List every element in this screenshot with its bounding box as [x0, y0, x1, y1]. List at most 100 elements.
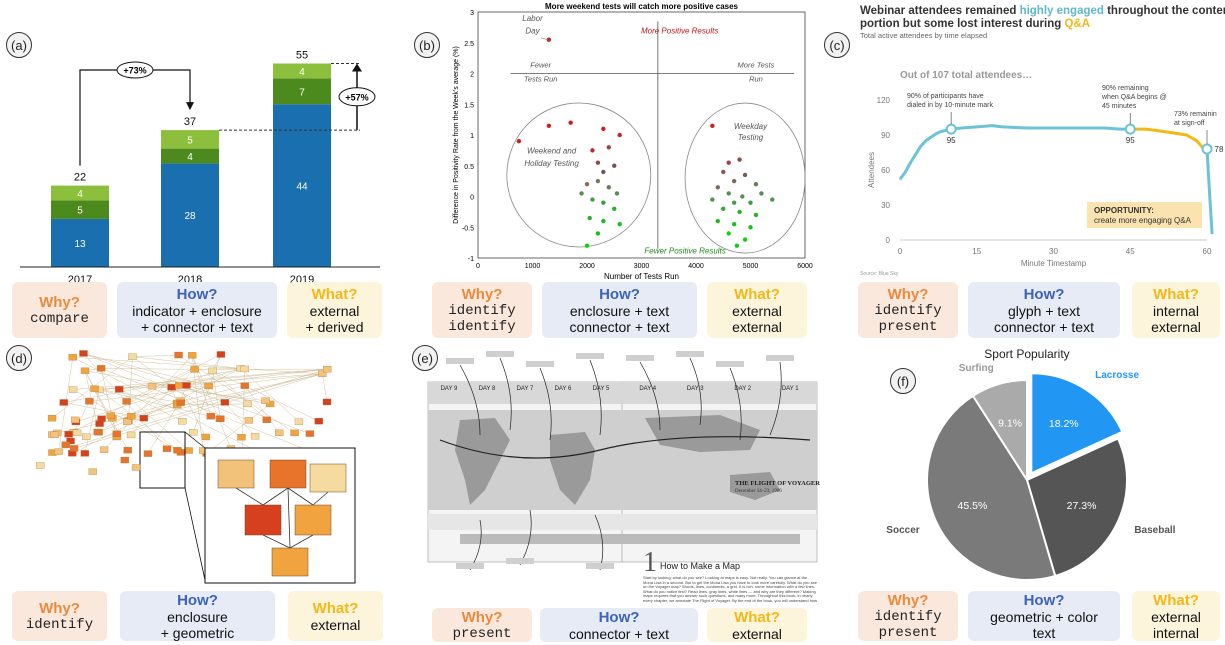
why-box-d: Why? identify	[12, 591, 107, 641]
data-point	[721, 206, 726, 211]
chart-subtitle: Total active attendees by time elapsed	[860, 31, 987, 40]
graph-node	[240, 382, 249, 389]
how-box-f: How? geometric + color text	[968, 591, 1120, 641]
how-title: How?	[598, 608, 640, 626]
annotation-text-block	[626, 355, 654, 361]
graph-node	[72, 429, 82, 437]
annotation-text-block	[676, 351, 704, 357]
y-tick-label: 90	[881, 131, 890, 140]
x-tick-label: 4000	[688, 263, 704, 270]
how-text: enclosure + text connector + text	[569, 302, 670, 335]
graph-node	[188, 352, 197, 359]
enclosure-weekend	[506, 102, 652, 248]
enclosure-rect	[139, 431, 186, 489]
chapter-text: Start by looking: what do you see? Looki…	[643, 576, 818, 604]
graph-node	[318, 370, 327, 377]
callout-text: at sign-off	[1174, 120, 1205, 127]
data-point	[617, 132, 622, 138]
data-point	[546, 123, 552, 128]
annotation-weekday: Testing	[738, 133, 764, 142]
graph-edge	[94, 388, 181, 403]
data-point	[617, 221, 622, 227]
why-box-e: Why? present	[432, 608, 532, 642]
graph-node	[127, 413, 136, 420]
pie-slice	[1025, 437, 1128, 578]
how-box-a: How? indicator + enclosure + connector +…	[117, 282, 277, 338]
pie-chart: Sport Popularity 18.2% Lacrosse 27.3% Baseba…	[886, 347, 1176, 581]
data-point	[579, 191, 584, 196]
day-labels-left: DAY 9 DAY 8 DAY 7 DAY 6 DAY 5	[430, 386, 620, 392]
graph-node	[80, 367, 90, 374]
panel-label: (d)	[6, 345, 32, 371]
graph-edge	[72, 357, 259, 453]
highlight-glyph	[1124, 123, 1136, 135]
y-tick-label: 30	[881, 201, 890, 210]
graph-node	[54, 448, 63, 455]
graph-edge	[73, 401, 90, 433]
map-header-left	[428, 382, 623, 404]
graph-node	[216, 351, 226, 358]
graph-node	[220, 399, 230, 406]
y-axis-label: Attendees	[867, 152, 876, 188]
what-text: external internal	[1151, 608, 1201, 641]
slice-category-label: Soccer	[886, 525, 919, 536]
zoom-edge	[262, 534, 291, 549]
graph-node	[174, 351, 183, 359]
graph-node	[93, 428, 102, 436]
zoom-edge	[235, 487, 264, 506]
callout-box	[1087, 202, 1202, 228]
graph-edge	[126, 354, 222, 402]
annotation-enclosure	[338, 87, 376, 107]
what-text: external	[310, 616, 361, 633]
source-note: Source: Blue Sky	[860, 271, 899, 277]
highlight-glyph	[1201, 143, 1213, 155]
data-point	[731, 178, 737, 184]
graph-edge	[119, 389, 189, 451]
data-point	[584, 182, 590, 187]
slice-percent-label: 9.1%	[998, 417, 1022, 429]
x-tick-label: 6000	[797, 263, 813, 270]
slice-percent-label: 18.2%	[1049, 418, 1079, 430]
scatter-chart: More weekend tests will catch more posit…	[453, 2, 813, 281]
callout-text: when Q&A begins @	[1101, 94, 1167, 101]
chart-title: portion but some lost interest during Q&…	[860, 18, 1090, 30]
graph-edge	[132, 356, 241, 369]
graph-edge	[101, 368, 313, 453]
connector-line	[499, 357, 512, 431]
connector-line	[459, 364, 481, 436]
y-tick-label: -1	[468, 256, 474, 263]
zoom-edge	[312, 491, 329, 506]
data-point	[748, 200, 753, 205]
zoom-edge	[287, 487, 291, 549]
graph-edge	[101, 368, 195, 370]
data-point	[721, 169, 726, 175]
graph-node	[201, 433, 210, 441]
why-title: Why?	[887, 285, 929, 303]
graph-node	[36, 462, 45, 469]
panel-label: (a)	[6, 32, 32, 58]
data-point	[612, 163, 617, 168]
what-title: What?	[1153, 285, 1199, 303]
annotation-text-block	[716, 361, 744, 367]
x-tick-label: 0	[898, 247, 903, 256]
graph-edge	[206, 403, 271, 454]
callout-text: 73% remainin	[1174, 111, 1217, 118]
annotation-weekend: Weekend and	[527, 146, 577, 155]
graph-edge	[119, 368, 245, 390]
graph-node	[123, 447, 132, 454]
graph-edge	[240, 368, 300, 422]
data-point	[726, 231, 731, 236]
chart-title: Sport Popularity	[984, 347, 1069, 361]
graph-node	[106, 412, 115, 419]
graph-node	[250, 433, 260, 440]
graph-node	[122, 398, 131, 405]
graph-node	[120, 456, 129, 464]
data-point	[568, 120, 573, 125]
graph-edge	[244, 385, 319, 422]
what-text: external	[732, 625, 782, 642]
segment-label: 44	[296, 182, 308, 193]
graph-node	[162, 445, 172, 452]
y-tick-label: 2	[470, 72, 474, 79]
map-gradient-strip	[460, 534, 800, 544]
enclosure-weekday	[684, 102, 806, 254]
